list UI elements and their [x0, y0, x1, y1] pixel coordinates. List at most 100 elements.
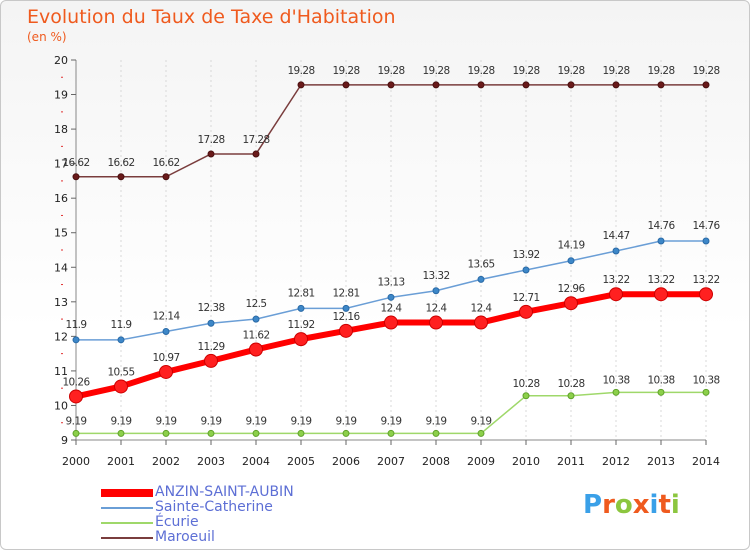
data-label: 10.28: [557, 378, 584, 390]
data-point: [519, 304, 533, 319]
data-point: [522, 392, 530, 400]
data-label: 19.28: [332, 65, 359, 77]
legend-label: Maroeuil: [155, 529, 215, 545]
data-label: 10.38: [647, 374, 674, 386]
data-point: [609, 287, 623, 302]
data-label: 10.38: [692, 374, 719, 386]
data-point: [297, 429, 305, 437]
data-point: [432, 429, 440, 437]
data-label: 13.13: [377, 276, 404, 288]
data-label: 9.19: [381, 415, 402, 427]
data-point: [342, 304, 350, 312]
data-label: 9.19: [471, 415, 492, 427]
data-point: [567, 257, 575, 265]
data-label: 19.28: [422, 65, 449, 77]
data-point: [339, 323, 353, 338]
data-point: [702, 81, 710, 89]
data-label: 19.28: [602, 65, 629, 77]
x-tick-label: 2002: [152, 455, 180, 468]
y-tick-label: 10: [54, 399, 68, 412]
data-point: [297, 304, 305, 312]
data-label: 12.5: [246, 298, 267, 310]
data-point: [477, 81, 485, 89]
y-tick-label: 9: [61, 434, 68, 447]
data-point: [252, 429, 260, 437]
data-point: [252, 150, 260, 158]
x-tick-label: 2001: [107, 455, 135, 468]
data-point: [567, 81, 575, 89]
logo-letter: P: [583, 490, 603, 520]
data-point: [72, 173, 80, 181]
chart-title: Evolution du Taux de Taxe d'Habitation: [27, 6, 396, 28]
data-label: 19.28: [692, 65, 719, 77]
data-label: 19.28: [647, 65, 674, 77]
data-point: [567, 392, 575, 400]
data-label: 14.76: [692, 220, 720, 232]
data-point: [207, 150, 215, 158]
legend-swatch: [101, 507, 153, 509]
legend-label: Écurie: [155, 514, 199, 530]
x-tick-label: 2000: [62, 455, 90, 468]
data-point: [117, 336, 125, 344]
data-point: [294, 332, 308, 347]
data-point: [657, 388, 665, 396]
data-label: 12.71: [512, 292, 539, 304]
data-point: [612, 247, 620, 255]
data-label: 9.19: [246, 415, 267, 427]
data-label: 12.14: [152, 311, 180, 323]
data-point: [162, 429, 170, 437]
data-label: 12.16: [332, 311, 360, 323]
y-tick-label: 17: [54, 158, 68, 171]
data-label: 12.4: [426, 303, 448, 315]
proxiti-logo: Proxiti: [583, 490, 680, 520]
data-point: [207, 429, 215, 437]
data-point: [429, 315, 443, 330]
legend-swatch: [101, 537, 153, 539]
data-point: [387, 293, 395, 301]
logo-letter: r: [602, 490, 615, 520]
x-tick-label: 2007: [377, 455, 405, 468]
data-point: [162, 328, 170, 336]
x-tick-label: 2008: [422, 455, 450, 468]
data-point: [297, 81, 305, 89]
data-label: 13.22: [692, 274, 719, 286]
data-label: 12.4: [471, 303, 493, 315]
y-tick-label: 19: [54, 89, 68, 102]
x-tick-label: 2003: [197, 455, 225, 468]
data-label: 9.19: [111, 415, 132, 427]
data-label: 11.9: [111, 319, 132, 331]
series: [69, 81, 713, 437]
data-point: [654, 287, 668, 302]
data-label: 19.28: [467, 65, 494, 77]
logo-letter: t: [658, 490, 671, 520]
data-label: 16.62: [62, 157, 89, 169]
data-label: 13.32: [422, 270, 449, 282]
y-tick-label: 11: [54, 365, 68, 378]
data-point: [702, 388, 710, 396]
data-label: 11.29: [197, 341, 224, 353]
data-point: [477, 275, 485, 283]
y-tick-label: 16: [54, 192, 68, 205]
data-label: 9.19: [426, 415, 447, 427]
data-label: 12.4: [381, 303, 403, 315]
y-tick-label: 12: [54, 330, 68, 343]
data-point: [522, 81, 530, 89]
data-label: 13.22: [602, 274, 629, 286]
data-point: [432, 81, 440, 89]
data-label: 10.38: [602, 374, 629, 386]
x-tick-label: 2004: [242, 455, 270, 468]
data-point: [702, 237, 710, 245]
data-label: 9.19: [66, 415, 87, 427]
data-point: [387, 81, 395, 89]
data-label: 17.28: [197, 134, 224, 146]
logo-letter: x: [632, 490, 650, 520]
data-point: [207, 319, 215, 327]
data-label: 19.28: [512, 65, 539, 77]
data-label: 9.19: [156, 415, 177, 427]
y-tick-label: 18: [54, 123, 68, 136]
logo-letter: o: [614, 490, 633, 520]
data-label: 9.19: [291, 415, 312, 427]
data-label: 14.19: [557, 240, 584, 252]
